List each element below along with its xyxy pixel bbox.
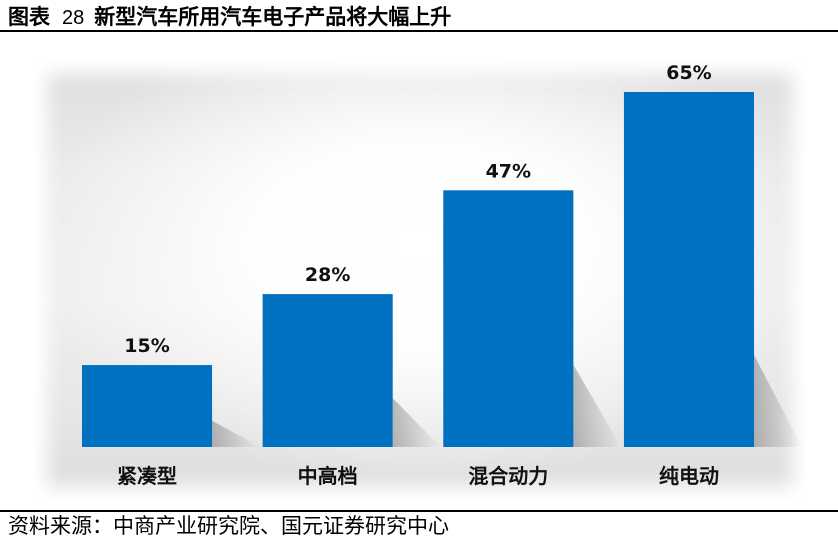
bars [81,92,755,447]
category-label-2: 中高档 [298,464,358,488]
bar-shadow-3 [573,364,622,447]
value-label-4: 65% [666,62,711,84]
bar-3 [443,190,574,447]
figure-title: 新型汽车所用汽车电子产品将大幅上升 [94,5,452,29]
footer-divider [0,510,838,512]
value-label-2: 28% [305,264,350,286]
source-text: 中商产业研究院、国元证券研究中心 [113,514,449,538]
value-label-3: 47% [486,160,531,182]
bar-shadow-4 [754,355,803,447]
category-label-3: 混合动力 [468,464,548,488]
figure-label: 图表 [8,5,50,29]
source-note: 资料来源：中商产业研究院、国元证券研究中心 [8,514,449,538]
source-label: 资料来源： [8,514,113,538]
figure-header: 图表 28 新型汽车所用汽车电子产品将大幅上升 [8,4,451,30]
category-label-4: 纯电动 [659,464,719,488]
value-labels: 15% 28% 47% 65% [124,62,711,357]
header-divider [0,30,838,32]
category-label-1: 紧凑型 [117,464,177,488]
bar-shadow-2 [392,398,441,447]
bar-2 [262,294,393,447]
bar-shadows [212,355,803,447]
bar-4 [623,92,755,447]
figure-number: 28 [62,7,85,29]
bar-shadow-1 [212,420,261,447]
value-label-1: 15% [124,335,169,357]
bar-1 [81,365,213,447]
category-labels: 紧凑型 中高档 混合动力 纯电动 [117,464,719,488]
